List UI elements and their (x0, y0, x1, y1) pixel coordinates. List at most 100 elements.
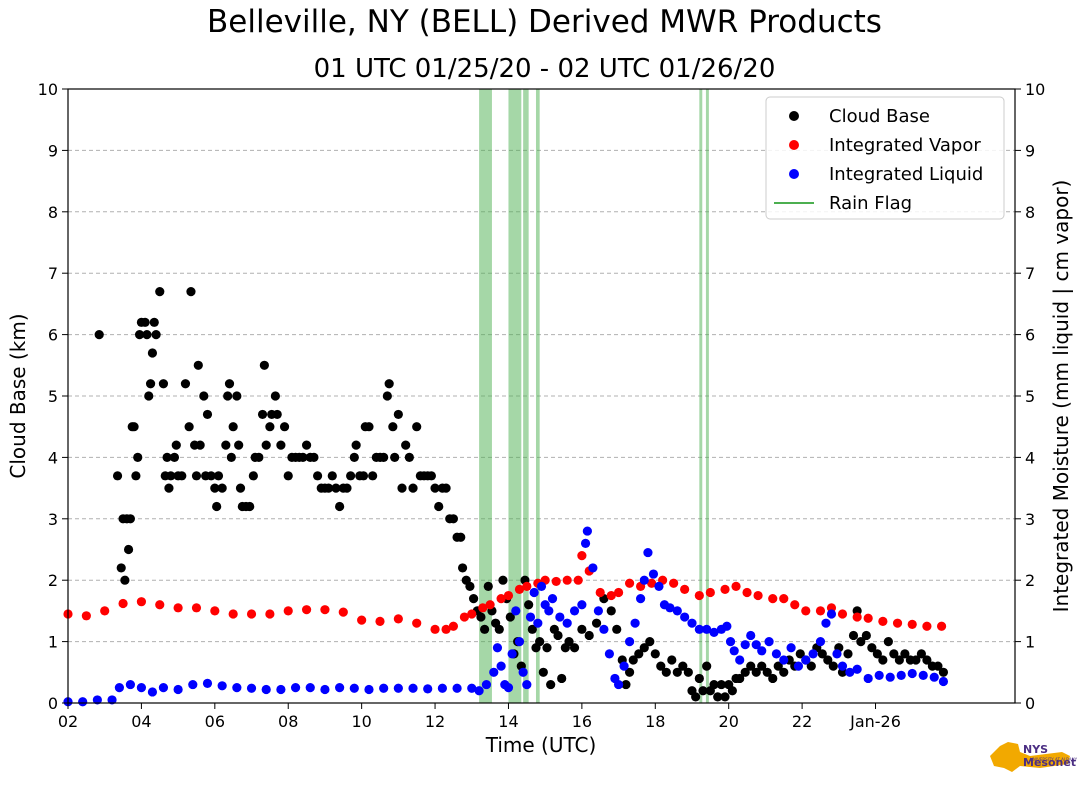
y2-tick-label: 0 (1025, 694, 1035, 713)
cloud-base-point (441, 483, 451, 493)
integrated-vapor-point (301, 605, 312, 615)
integrated-vapor-point (246, 609, 257, 619)
integrated-liquid-point (654, 581, 664, 591)
cloud-base-point (795, 649, 805, 659)
integrated-vapor-point (338, 607, 348, 617)
cloud-base-point (621, 679, 631, 690)
integrated-liquid-point (489, 667, 499, 677)
cloud-base-point (933, 661, 943, 671)
integrated-liquid-point (503, 683, 514, 693)
integrated-liquid-point (92, 695, 102, 705)
integrated-liquid-point (672, 606, 682, 616)
legend-label: Cloud Base (829, 106, 930, 127)
integrated-vapor-point (430, 624, 440, 634)
chart-subtitle: 01 UTC 01/25/20 - 02 UTC 01/26/20 (313, 54, 776, 84)
x-tick-label: 14 (498, 712, 518, 731)
cloud-base-point (683, 667, 693, 677)
cloud-base-point (261, 440, 271, 450)
integrated-vapor-point (837, 609, 848, 619)
integrated-vapor-point (393, 614, 403, 624)
y-tick-label: 2 (48, 571, 58, 590)
cloud-base-point (147, 348, 158, 358)
x-tick-label: 16 (572, 712, 592, 731)
cloud-base-point (120, 575, 130, 585)
legend-label: Rain Flag (829, 193, 912, 214)
x-tick-label: 08 (278, 712, 298, 731)
cloud-base-point (889, 649, 899, 659)
x-tick-label: 06 (205, 712, 225, 731)
integrated-liquid-point (680, 612, 690, 622)
integrated-liquid-point (507, 649, 517, 659)
integrated-liquid-point (544, 606, 554, 616)
cloud-base-point (129, 422, 139, 432)
cloud-base-point (480, 624, 490, 634)
integrated-vapor-point (412, 618, 422, 628)
integrated-liquid-point (492, 643, 503, 653)
cloud-base-point (195, 440, 205, 450)
integrated-liquid-point (158, 683, 169, 693)
integrated-liquid-point (735, 655, 745, 665)
cloud-base-point (234, 440, 244, 450)
cloud-base-point (584, 630, 594, 641)
cloud-base-point (468, 594, 479, 604)
integrated-vapor-point (496, 594, 506, 604)
cloud-base-point (527, 624, 537, 634)
cloud-base-point (713, 692, 723, 702)
integrated-liquid-point (826, 609, 837, 619)
integrated-liquid-point (261, 684, 271, 695)
integrated-liquid-point (547, 594, 558, 604)
cloud-base-point (494, 624, 504, 634)
cloud-base-point (283, 471, 293, 481)
cloud-base-point (379, 452, 389, 462)
x-axis-label: Time (UTC) (485, 733, 597, 757)
integrated-liquid-point (729, 646, 739, 656)
integrated-liquid-point (837, 661, 848, 671)
cloud-base-point (624, 667, 635, 677)
cloud-base-point (740, 667, 750, 677)
cloud-base-point (279, 422, 290, 432)
cloud-base-point (193, 360, 203, 370)
integrated-liquid-point (522, 679, 532, 690)
cloud-base-point (232, 391, 242, 401)
integrated-liquid-point (511, 606, 521, 616)
mesonet-logo (990, 742, 1070, 772)
cloud-base-point (213, 471, 224, 481)
cloud-base-point (606, 606, 616, 616)
cloud-base-point (656, 661, 666, 671)
rain-flag-band (479, 89, 492, 703)
integrated-vapor-point (441, 624, 451, 634)
integrated-liquid-point (845, 667, 855, 677)
cloud-base-point (542, 643, 552, 653)
cloud-base-point (894, 655, 904, 665)
integrated-liquid-point (624, 637, 635, 647)
x-tick-label: 04 (131, 712, 151, 731)
integrated-vapor-point (191, 603, 202, 613)
logo-text: NYS Mesonet (1023, 743, 1077, 769)
integrated-liquid-point (536, 581, 547, 591)
cloud-base-point (404, 452, 414, 462)
cloud-base-point (149, 317, 159, 327)
integrated-liquid-point (929, 672, 939, 682)
cloud-base-point (364, 422, 374, 432)
cloud-base-point (538, 667, 548, 677)
x-tick-label: Jan-26 (849, 712, 901, 731)
cloud-base-point (916, 649, 927, 659)
y2-tick-label: 8 (1025, 203, 1035, 222)
cloud-base-point (335, 501, 345, 512)
integrated-liquid-point (746, 630, 756, 641)
cloud-base-point (591, 618, 602, 628)
x-tick-label: 18 (645, 712, 665, 731)
cloud-base-point (177, 471, 187, 481)
integrated-vapor-point (320, 605, 330, 615)
integrated-liquid-point (290, 683, 301, 693)
cloud-base-point (557, 673, 567, 684)
integrated-liquid-point (619, 661, 629, 671)
cloud-base-point (900, 649, 910, 659)
cloud-base-point (298, 452, 308, 462)
integrated-liquid-point (604, 649, 615, 659)
cloud-base-point (650, 649, 660, 659)
cloud-base-point (762, 667, 772, 677)
cloud-base-point (131, 471, 141, 481)
integrated-liquid-point (630, 618, 640, 628)
cloud-base-point (716, 679, 726, 690)
